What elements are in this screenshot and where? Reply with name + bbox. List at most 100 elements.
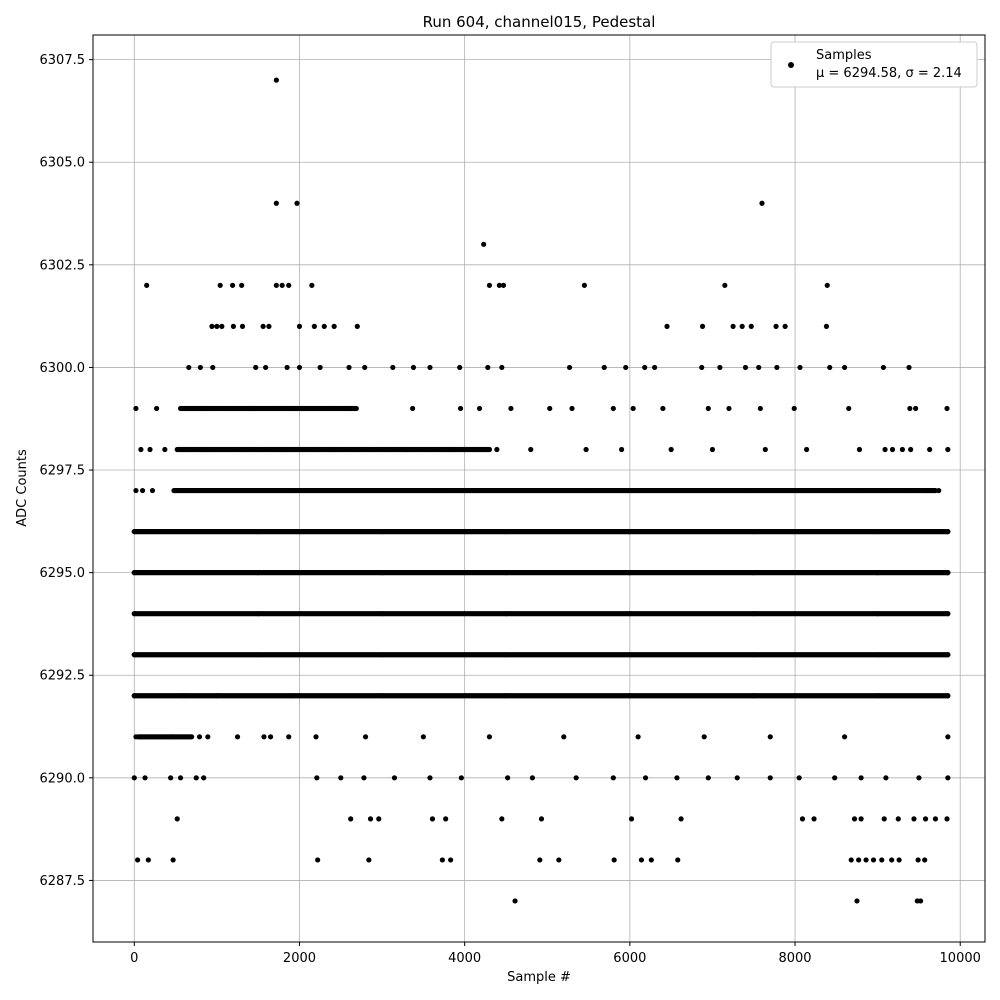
sample-point bbox=[742, 487, 749, 494]
sample-point bbox=[924, 487, 930, 494]
sample-point bbox=[922, 816, 929, 822]
sample-point bbox=[858, 775, 864, 781]
sample-point bbox=[230, 323, 237, 329]
sample-point bbox=[664, 323, 670, 329]
sample-point bbox=[581, 282, 588, 288]
sample-point bbox=[437, 487, 443, 494]
sample-point bbox=[699, 323, 706, 329]
sample-point bbox=[214, 323, 220, 329]
sample-point bbox=[410, 405, 416, 412]
sample-point bbox=[932, 816, 939, 822]
y-tick-label: 6295.0 bbox=[40, 566, 86, 581]
sample-point bbox=[757, 405, 763, 412]
sample-point bbox=[889, 857, 895, 863]
sample-point bbox=[751, 611, 757, 617]
sample-point bbox=[503, 570, 509, 576]
sample-point bbox=[889, 446, 896, 453]
sample-point bbox=[917, 898, 924, 904]
sample-point bbox=[583, 446, 589, 453]
sample-point bbox=[751, 652, 757, 658]
sample-point bbox=[142, 775, 148, 781]
sample-point bbox=[895, 816, 901, 822]
sample-point bbox=[944, 816, 950, 822]
sample-point bbox=[870, 857, 877, 863]
sample-point bbox=[883, 775, 889, 781]
sample-point bbox=[811, 816, 817, 822]
sample-point bbox=[730, 323, 736, 329]
legend-marker bbox=[788, 62, 794, 68]
sample-point bbox=[751, 570, 757, 576]
sample-point bbox=[827, 364, 833, 371]
sample-point bbox=[427, 364, 433, 371]
x-tick-label: 2000 bbox=[283, 951, 316, 966]
sample-point bbox=[239, 282, 245, 288]
sample-point bbox=[133, 487, 139, 494]
sample-point bbox=[404, 446, 410, 453]
sample-point bbox=[762, 446, 768, 453]
sample-point bbox=[638, 857, 645, 863]
sample-point bbox=[630, 405, 636, 412]
sample-point bbox=[537, 857, 543, 863]
sample-point bbox=[135, 857, 141, 863]
sample-point bbox=[529, 775, 535, 781]
sample-point bbox=[486, 282, 493, 288]
sample-point bbox=[379, 693, 385, 699]
sample-point bbox=[782, 323, 788, 329]
sample-point bbox=[201, 775, 207, 781]
sample-point bbox=[247, 405, 253, 412]
sample-point bbox=[508, 405, 514, 412]
sample-point bbox=[858, 487, 864, 494]
sample-point bbox=[678, 816, 684, 822]
sample-point bbox=[354, 323, 360, 329]
sample-point bbox=[427, 775, 433, 781]
sample-point bbox=[797, 364, 803, 371]
data-points bbox=[131, 77, 951, 904]
sample-point bbox=[945, 528, 951, 535]
sample-point bbox=[273, 77, 279, 83]
sample-point bbox=[907, 405, 913, 412]
sample-point bbox=[311, 323, 317, 329]
sample-point bbox=[177, 775, 184, 781]
sample-point bbox=[528, 446, 534, 453]
sample-point bbox=[635, 734, 641, 740]
sample-point bbox=[668, 446, 674, 453]
sample-point bbox=[751, 693, 757, 699]
sample-point bbox=[627, 652, 633, 658]
x-axis-ticks: 0 2000 4000 6000 8000 10000 bbox=[130, 942, 981, 966]
sample-point bbox=[569, 405, 575, 412]
sample-point bbox=[652, 364, 658, 371]
sample-point bbox=[503, 693, 509, 699]
sample-point bbox=[280, 446, 286, 453]
sample-point bbox=[882, 446, 888, 453]
y-tick-label: 6297.5 bbox=[40, 464, 86, 479]
sample-point bbox=[486, 446, 493, 453]
sample-point bbox=[863, 857, 869, 863]
legend-series-name: Samples bbox=[816, 48, 872, 63]
sample-point bbox=[774, 364, 780, 371]
sample-point bbox=[856, 857, 862, 863]
sample-point bbox=[239, 323, 246, 329]
sample-point bbox=[410, 364, 417, 371]
sample-point bbox=[642, 364, 648, 371]
sample-point bbox=[443, 816, 449, 822]
x-tick-label: 4000 bbox=[448, 951, 481, 966]
sample-point bbox=[945, 775, 951, 781]
sample-point bbox=[833, 487, 839, 494]
sample-point bbox=[353, 405, 359, 412]
sample-point bbox=[499, 816, 505, 822]
sample-point bbox=[131, 693, 137, 699]
sample-point bbox=[899, 446, 906, 453]
sample-point bbox=[485, 364, 491, 371]
legend-stats: μ = 6294.58, σ = 2.14 bbox=[816, 66, 962, 81]
sample-point bbox=[705, 405, 711, 412]
x-tick-label: 0 bbox=[130, 951, 138, 966]
sample-point bbox=[722, 282, 728, 288]
sample-point bbox=[499, 364, 505, 371]
sample-point bbox=[273, 282, 279, 288]
y-tick-label: 6305.0 bbox=[40, 156, 86, 171]
sample-point bbox=[131, 611, 137, 617]
sample-point bbox=[210, 364, 216, 371]
chart-title: Run 604, channel015, Pedestal bbox=[423, 13, 656, 31]
sample-point bbox=[348, 816, 354, 822]
